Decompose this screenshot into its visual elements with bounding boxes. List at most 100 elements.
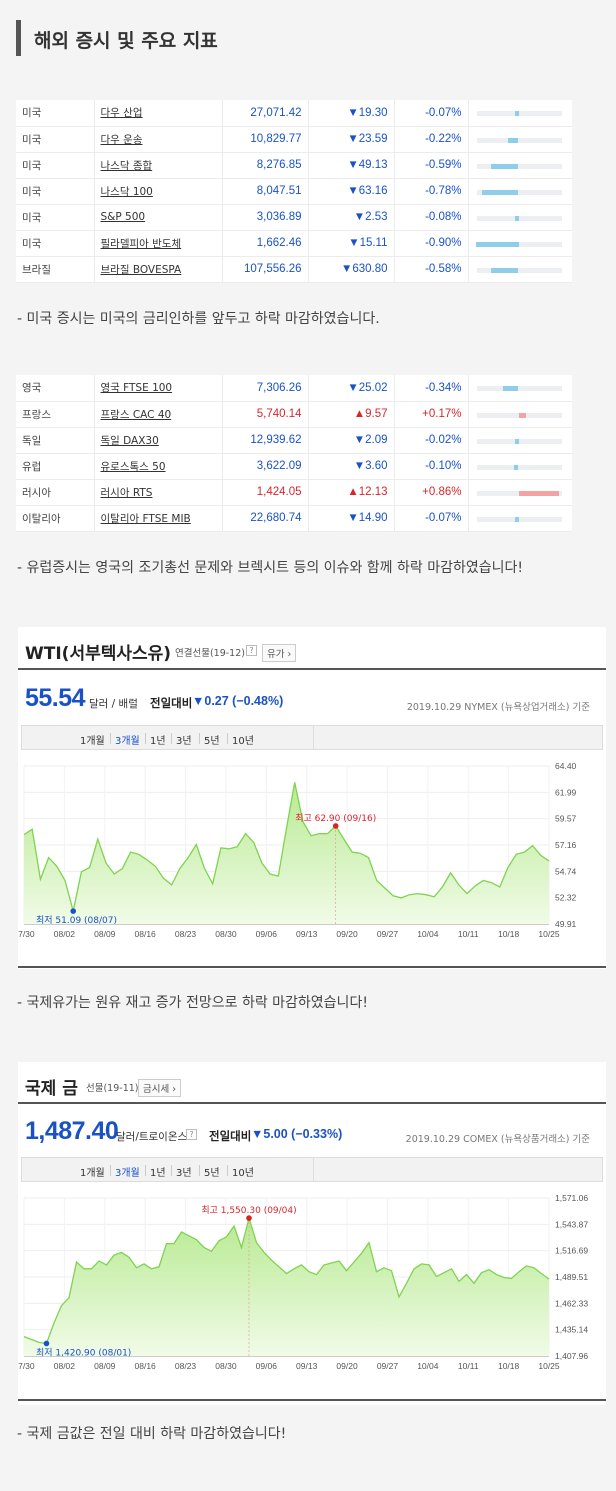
- change-bar-cell: [468, 178, 572, 205]
- tab-period[interactable]: 10년: [232, 736, 254, 747]
- index-name-link[interactable]: 나스닥 종합: [94, 152, 223, 179]
- wti-price: 55.54: [25, 684, 86, 712]
- index-name-link[interactable]: 다우 산업: [94, 100, 223, 127]
- tab-period[interactable]: 3년: [176, 1168, 192, 1179]
- change-bar: [476, 464, 562, 470]
- percent-cell: -0.02%: [394, 427, 469, 454]
- index-name-link[interactable]: 영국 FTSE 100: [94, 375, 223, 402]
- index-name-link[interactable]: 다우 운송: [94, 126, 223, 153]
- percent-cell: -0.07%: [394, 505, 469, 532]
- x-tick-label: 10/11: [458, 929, 479, 939]
- note-eu: - 유럽증시는 영국의 조기총선 문제와 브렉시트 등의 이슈와 함께 하락 마…: [17, 560, 523, 576]
- wti-unit: 달러 / 배럴: [89, 698, 138, 710]
- y-tick-label: 59.57: [555, 814, 577, 824]
- note-gold: - 국제 금값은 전일 대비 하락 마감하였습니다!: [17, 1426, 287, 1442]
- change-cell: ▼49.13: [308, 152, 395, 179]
- index-name-link[interactable]: 나스닥 100: [94, 178, 223, 205]
- y-tick-label: 1,435.14: [555, 1325, 588, 1335]
- change-bar-fill: [518, 412, 527, 418]
- y-tick-label: 1,516.69: [555, 1246, 588, 1256]
- min-marker: [43, 1340, 50, 1347]
- change-cell: ▼3.60: [308, 453, 395, 480]
- index-name-link[interactable]: S&P 500: [94, 204, 223, 231]
- tab-divider: [313, 726, 314, 749]
- tab-period[interactable]: 1개월: [80, 1168, 105, 1179]
- tab-divider: [313, 1158, 314, 1181]
- change-bar-fill: [513, 464, 519, 470]
- country-cell: 미국: [16, 126, 95, 153]
- help-icon[interactable]: ?: [246, 645, 257, 656]
- note-us: - 미국 증시는 미국의 금리인하를 앞두고 하락 마감하였습니다.: [17, 311, 380, 327]
- change-bar: [476, 215, 562, 221]
- price-cell: 1,662.46: [222, 230, 309, 257]
- percent-cell: -0.34%: [394, 375, 469, 402]
- index-name-link[interactable]: 유로스톡스 50: [94, 453, 223, 480]
- x-tick-label: 08/30: [215, 929, 237, 939]
- change-bar-cell: [468, 100, 572, 127]
- x-tick-label: 10/25: [538, 929, 560, 939]
- table-row: 이탈리아 이탈리아 FTSE MIB 22,680.74 ▼14.90 -0.07%: [16, 505, 572, 532]
- tab-separator: [171, 1165, 172, 1176]
- divider: [18, 1102, 606, 1104]
- change-bar-fill: [514, 111, 519, 116]
- change-cell: ▲9.57: [308, 401, 395, 428]
- max-label: 최고 62.90 (09/16): [295, 813, 376, 824]
- table-row: 미국 나스닥 100 8,047.51 ▼63.16 -0.78%: [16, 178, 572, 205]
- tab-period[interactable]: 5년: [204, 736, 220, 747]
- percent-cell: -0.22%: [394, 126, 469, 153]
- table-row: 미국 다우 운송 10,829.77 ▼23.59 -0.22%: [16, 126, 572, 153]
- y-tick-label: 52.32: [555, 893, 577, 903]
- change-bar-fill: [518, 490, 559, 496]
- x-tick-label: 09/20: [336, 1361, 358, 1371]
- wti-chart: 64.40 61.99 59.57 57.16 54.74 52.32 49.91 07/30…: [18, 761, 577, 939]
- change-bar-cell: [468, 375, 572, 402]
- x-tick-label: 09/06: [256, 1361, 278, 1371]
- price-cell: 8,276.85: [222, 152, 309, 179]
- index-name-link[interactable]: 브라질 BOVESPA: [94, 256, 223, 283]
- change-cell: ▼14.90: [308, 505, 395, 532]
- x-tick-label: 10/04: [417, 929, 439, 939]
- tab-period[interactable]: 1년: [150, 1168, 166, 1179]
- tab-period[interactable]: 10년: [232, 1168, 254, 1179]
- change-cell: ▼630.80: [308, 256, 395, 283]
- us-index-table: 미국 다우 산업 27,071.42 ▼19.30 -0.07% 미국 다우 운송 10,82…: [16, 100, 572, 283]
- index-name-link[interactable]: 필라델피아 반도체: [94, 230, 223, 257]
- tab-period[interactable]: 3개월: [115, 1168, 140, 1179]
- price-cell: 27,071.42: [222, 100, 309, 127]
- tab-period[interactable]: 1개월: [80, 736, 105, 747]
- y-tick-label: 64.40: [555, 761, 577, 771]
- tab-separator: [145, 1165, 146, 1176]
- x-tick-label: 10/04: [417, 1361, 439, 1371]
- x-tick-label: 10/18: [498, 929, 520, 939]
- oil-price-button[interactable]: 유가 ›: [262, 644, 297, 662]
- gold-price-button[interactable]: 금시세 ›: [138, 1079, 182, 1097]
- y-tick-label: 1,571.06: [555, 1193, 588, 1203]
- tab-period[interactable]: 3개월: [115, 736, 140, 747]
- index-name-link[interactable]: 프랑스 CAC 40: [94, 401, 223, 428]
- tab-period[interactable]: 5년: [204, 1168, 220, 1179]
- change-cell: ▼19.30: [308, 100, 395, 127]
- tab-period[interactable]: 3년: [176, 736, 192, 747]
- change-bar: [476, 516, 562, 522]
- change-cell: ▼63.16: [308, 178, 395, 205]
- price-cell: 10,829.77: [222, 126, 309, 153]
- change-cell: ▲12.13: [308, 479, 395, 506]
- divider: [18, 1399, 606, 1401]
- x-tick-label: 09/06: [256, 929, 278, 939]
- tab-period[interactable]: 1년: [150, 736, 166, 747]
- percent-cell: -0.90%: [394, 230, 469, 257]
- price-cell: 1,424.05: [222, 479, 309, 506]
- max-marker: [332, 823, 339, 829]
- index-name-link[interactable]: 러시아 RTS: [94, 479, 223, 506]
- gold-title: 국제 금: [25, 1079, 78, 1099]
- change-bar: [476, 412, 562, 418]
- price-cell: 3,622.09: [222, 453, 309, 480]
- index-name-link[interactable]: 이탈리아 FTSE MIB: [94, 505, 223, 532]
- index-name-link[interactable]: 독일 DAX30: [94, 427, 223, 454]
- help-icon[interactable]: ?: [186, 1129, 197, 1140]
- change-bar: [476, 111, 562, 116]
- change-bar-fill: [491, 267, 519, 273]
- x-tick-label: 08/16: [135, 929, 157, 939]
- tab-separator: [199, 1165, 200, 1176]
- country-cell: 이탈리아: [16, 505, 95, 532]
